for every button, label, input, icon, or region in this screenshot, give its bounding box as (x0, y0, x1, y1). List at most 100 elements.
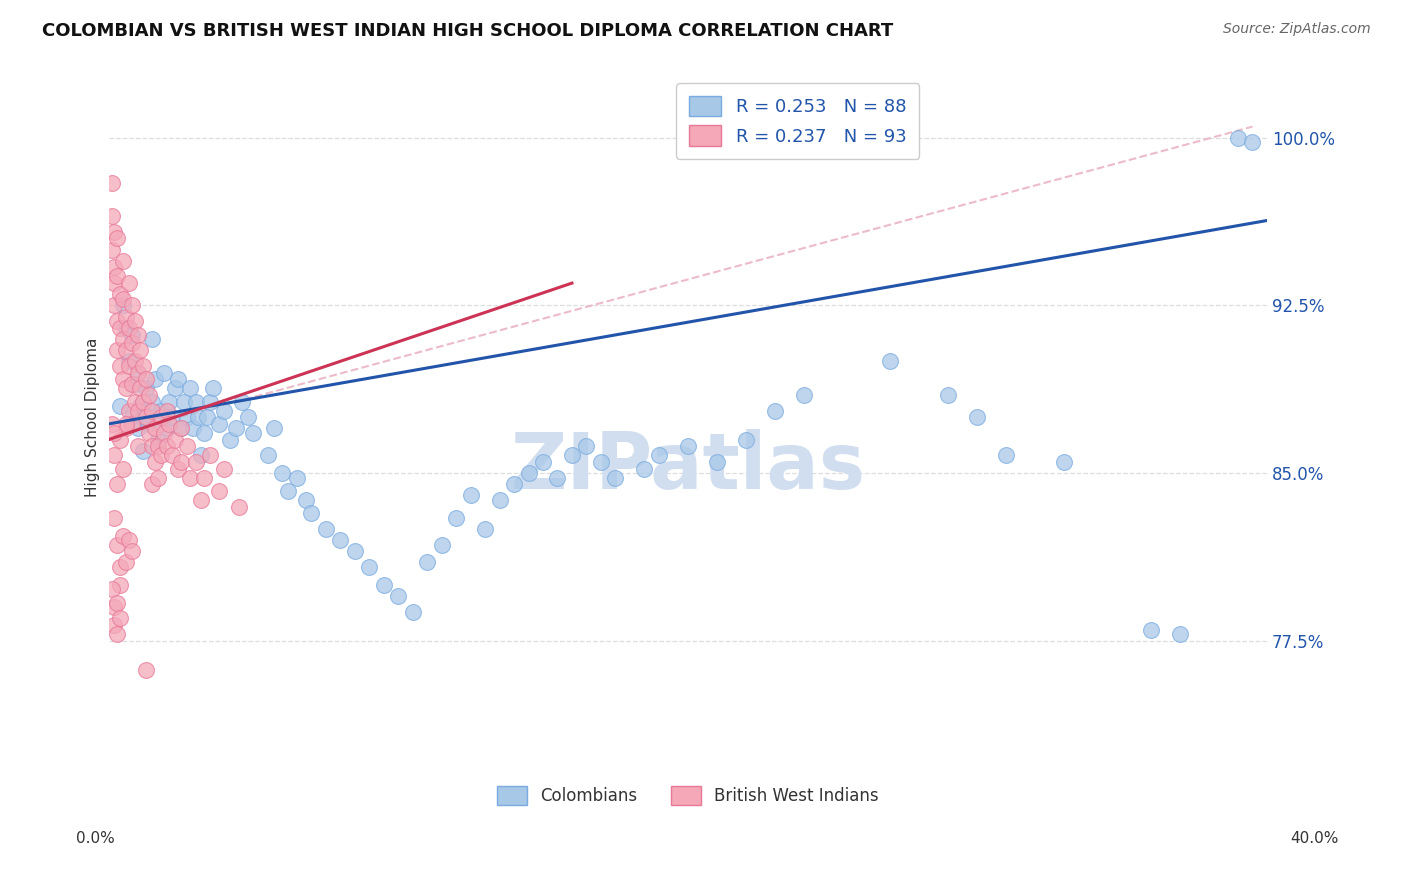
Point (575, 439, 598, 453)
Point (103, 260, 125, 275)
Point (561, 448, 583, 462)
Point (138, 425, 160, 440)
Point (132, 394, 155, 409)
Point (124, 394, 146, 409)
Point (118, 354, 141, 368)
Point (124, 376, 146, 391)
Point (285, 470, 308, 484)
Point (127, 421, 149, 435)
Point (115, 556, 138, 570)
Point (103, 510, 125, 524)
Point (430, 538, 453, 552)
Point (115, 417, 138, 431)
Point (110, 611, 132, 625)
Point (162, 410, 184, 425)
Point (118, 403, 141, 417)
Point (193, 425, 215, 440)
Point (159, 417, 181, 431)
Point (124, 314, 146, 328)
Point (132, 443, 155, 458)
Point (294, 492, 316, 507)
Point (734, 433, 756, 447)
Point (184, 455, 207, 469)
Point (633, 461, 655, 475)
Point (648, 448, 671, 462)
Point (121, 327, 143, 342)
Point (181, 421, 204, 435)
Point (277, 483, 299, 498)
Point (127, 439, 149, 453)
Point (1140, 623, 1163, 637)
Point (121, 336, 143, 351)
Point (103, 600, 125, 615)
Point (141, 439, 163, 453)
Point (676, 439, 699, 453)
Point (190, 448, 212, 462)
Point (488, 492, 510, 507)
Point (187, 410, 209, 425)
Point (149, 403, 172, 417)
Point (110, 560, 132, 574)
Point (155, 421, 177, 435)
Point (105, 343, 128, 358)
Point (115, 381, 138, 395)
Point (112, 332, 135, 346)
Point (359, 560, 381, 574)
Point (165, 381, 187, 395)
Point (152, 425, 174, 440)
Point (118, 320, 141, 334)
Point (112, 253, 135, 268)
Point (966, 410, 988, 425)
Point (263, 421, 285, 435)
Point (162, 448, 184, 462)
Point (214, 461, 236, 475)
Point (115, 310, 138, 324)
Point (112, 298, 135, 312)
Point (706, 455, 728, 469)
Point (257, 448, 280, 462)
Point (170, 421, 193, 435)
Point (118, 276, 141, 290)
Point (589, 455, 612, 469)
Point (208, 417, 231, 431)
Point (110, 359, 132, 373)
Point (100, 176, 122, 190)
Point (132, 410, 155, 425)
Point (121, 410, 143, 425)
Text: Source: ZipAtlas.com: Source: ZipAtlas.com (1223, 22, 1371, 37)
Point (605, 470, 627, 484)
Point (146, 470, 169, 484)
Point (138, 388, 160, 402)
Point (938, 388, 960, 402)
Point (138, 417, 160, 431)
Point (176, 439, 198, 453)
Legend: Colombians, British West Indians: Colombians, British West Indians (485, 774, 890, 816)
Point (112, 292, 135, 306)
Point (121, 376, 143, 391)
Point (460, 488, 482, 502)
Point (201, 381, 224, 395)
Point (141, 403, 163, 417)
Point (100, 209, 122, 223)
Point (416, 556, 439, 570)
Point (103, 225, 125, 239)
Point (176, 410, 198, 425)
Point (517, 466, 540, 480)
Point (231, 394, 253, 409)
Point (149, 448, 172, 462)
Point (167, 461, 190, 475)
Point (474, 522, 496, 536)
Point (135, 663, 157, 677)
Point (127, 366, 149, 380)
Point (115, 320, 138, 334)
Point (121, 544, 143, 558)
Point (1053, 455, 1076, 469)
Point (1168, 627, 1191, 641)
Point (129, 381, 152, 395)
Point (135, 381, 157, 395)
Point (152, 366, 174, 380)
Point (121, 298, 143, 312)
Point (143, 421, 166, 435)
Point (1226, 131, 1249, 145)
Point (763, 403, 786, 417)
